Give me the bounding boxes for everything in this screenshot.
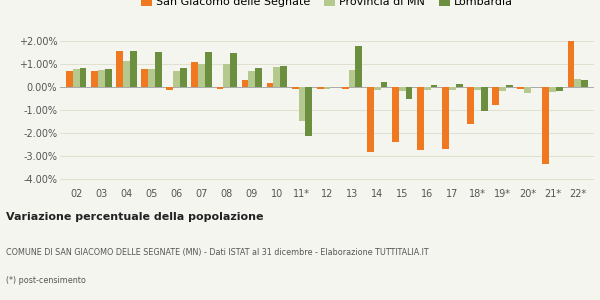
Bar bbox=[449, 87, 456, 90]
Bar bbox=[248, 71, 255, 87]
Bar bbox=[299, 87, 305, 121]
Bar bbox=[581, 80, 588, 87]
Bar bbox=[217, 87, 223, 88]
Bar bbox=[198, 64, 205, 87]
Bar bbox=[406, 87, 412, 99]
Bar bbox=[417, 87, 424, 150]
Bar bbox=[274, 67, 280, 87]
Bar bbox=[73, 69, 80, 87]
Bar bbox=[305, 87, 312, 136]
Bar bbox=[242, 80, 248, 87]
Bar bbox=[493, 87, 499, 105]
Bar bbox=[105, 69, 112, 87]
Bar bbox=[542, 87, 549, 164]
Bar bbox=[392, 87, 399, 142]
Bar bbox=[431, 85, 437, 87]
Bar bbox=[467, 87, 474, 124]
Bar bbox=[255, 68, 262, 87]
Bar bbox=[342, 87, 349, 88]
Bar bbox=[155, 52, 161, 87]
Text: COMUNE DI SAN GIACOMO DELLE SEGNATE (MN) - Dati ISTAT al 31 dicembre - Elaborazi: COMUNE DI SAN GIACOMO DELLE SEGNATE (MN)… bbox=[6, 248, 428, 256]
Bar bbox=[442, 87, 449, 149]
Bar bbox=[317, 87, 323, 88]
Bar bbox=[517, 87, 524, 88]
Bar bbox=[499, 87, 506, 91]
Bar bbox=[123, 61, 130, 87]
Bar bbox=[556, 87, 563, 91]
Bar bbox=[98, 70, 105, 87]
Bar bbox=[223, 64, 230, 87]
Bar bbox=[349, 70, 355, 87]
Bar bbox=[230, 53, 237, 87]
Bar bbox=[130, 51, 137, 87]
Bar bbox=[280, 66, 287, 87]
Bar bbox=[568, 41, 574, 87]
Bar bbox=[148, 69, 155, 87]
Bar bbox=[424, 87, 431, 90]
Bar bbox=[549, 87, 556, 92]
Text: (*) post-censimento: (*) post-censimento bbox=[6, 276, 86, 285]
Bar bbox=[166, 87, 173, 90]
Bar bbox=[142, 69, 148, 87]
Bar bbox=[380, 82, 387, 87]
Bar bbox=[66, 71, 73, 87]
Bar bbox=[323, 87, 331, 88]
Bar bbox=[474, 87, 481, 90]
Bar bbox=[205, 52, 212, 87]
Bar bbox=[267, 83, 274, 87]
Bar bbox=[173, 71, 180, 87]
Bar bbox=[574, 79, 581, 87]
Bar bbox=[292, 87, 299, 88]
Bar bbox=[524, 87, 531, 93]
Bar bbox=[399, 87, 406, 91]
Bar bbox=[374, 87, 380, 90]
Bar bbox=[355, 46, 362, 87]
Bar bbox=[80, 68, 86, 87]
Bar bbox=[116, 51, 123, 87]
Bar bbox=[367, 87, 374, 152]
Text: Variazione percentuale della popolazione: Variazione percentuale della popolazione bbox=[6, 212, 263, 221]
Bar bbox=[456, 84, 463, 87]
Bar bbox=[506, 85, 512, 87]
Legend: San Giacomo delle Segnate, Provincia di MN, Lombardia: San Giacomo delle Segnate, Provincia di … bbox=[136, 0, 518, 11]
Bar bbox=[191, 62, 198, 87]
Bar bbox=[481, 87, 488, 111]
Bar bbox=[91, 71, 98, 87]
Bar bbox=[180, 68, 187, 87]
